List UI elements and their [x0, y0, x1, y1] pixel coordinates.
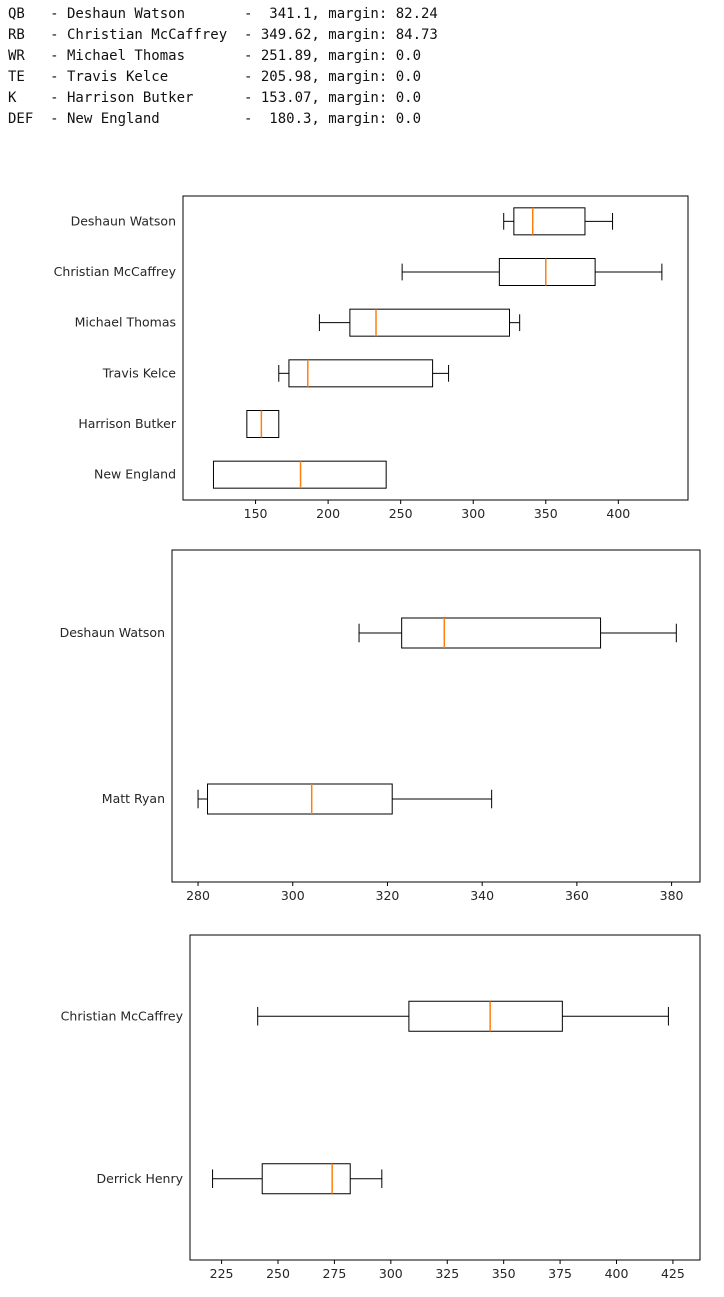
category-label: Deshaun Watson [71, 213, 176, 228]
x-tick-label: 275 [322, 1266, 346, 1281]
box [246, 410, 280, 438]
boxplot-starting-lineup: 150 200 250 300 350 400 Deshaun Watson Christia… [0, 178, 724, 530]
box [513, 207, 586, 236]
category-label: Michael Thomas [75, 315, 176, 330]
roster-summary-row: WR - Michael Thomas - 251.89, margin: 0.… [8, 48, 422, 64]
plot-frame [189, 934, 701, 1261]
x-tick-label: 350 [534, 506, 558, 521]
roster-summary-row: DEF - New England - 180.3, margin: 0.0 [8, 111, 422, 127]
x-tick-label: 375 [548, 1266, 572, 1281]
plot-frame [171, 549, 701, 883]
category-label: Christian McCaffrey [54, 264, 177, 279]
category-label: Christian McCaffrey [61, 1008, 184, 1023]
box [261, 1163, 351, 1195]
boxplot-svg: 150 200 250 300 350 400 Deshaun Watson Christia… [54, 195, 689, 521]
box [401, 617, 602, 649]
category-label: Derrick Henry [97, 1171, 184, 1186]
category-label: New England [94, 467, 176, 482]
box [408, 1000, 563, 1032]
category-label: Harrison Butker [78, 416, 177, 431]
category-label: Deshaun Watson [60, 625, 165, 640]
x-tick-label: 425 [661, 1266, 685, 1281]
roster-summary: QB - Deshaun Watson - 341.1, margin: 82.… [8, 4, 438, 130]
x-tick-label: 400 [606, 506, 630, 521]
box [207, 783, 393, 815]
x-tick-label: 400 [605, 1266, 629, 1281]
x-tick-label: 300 [461, 506, 485, 521]
x-tick-label: 300 [281, 888, 305, 903]
category-label: Travis Kelce [102, 365, 177, 380]
boxplot-deshaun-watson-vs-matt-ryan: 280 300 320 340 360 380 Deshaun Watson Matt Rya… [0, 540, 724, 908]
roster-summary-row: TE - Travis Kelce - 205.98, margin: 0.0 [8, 69, 422, 85]
x-tick-label: 325 [435, 1266, 459, 1281]
x-tick-label: 320 [376, 888, 400, 903]
x-tick-label: 340 [470, 888, 494, 903]
x-tick-label: 200 [316, 506, 340, 521]
box [288, 359, 434, 388]
x-tick-label: 360 [565, 888, 589, 903]
category-label: Matt Ryan [102, 791, 165, 806]
x-tick-label: 300 [379, 1266, 403, 1281]
x-tick-label: 380 [660, 888, 684, 903]
x-tick-label: 350 [492, 1266, 516, 1281]
x-tick-label: 250 [389, 506, 413, 521]
plot-frame [182, 195, 689, 501]
boxplot-svg: 280 300 320 340 360 380 Deshaun Watson Matt Rya… [60, 549, 701, 903]
boxplot-christian-mccaffrey-vs-derrick-henry: 225 250 275 300 325 350 375 400 425 Christian McC… [0, 922, 724, 1290]
box [498, 258, 596, 286]
roster-summary-row: QB - Deshaun Watson - 341.1, margin: 82.… [8, 6, 438, 22]
roster-summary-row: K - Harrison Butker - 153.07, margin: 0.… [8, 90, 422, 106]
box [349, 308, 511, 337]
x-tick-label: 150 [244, 506, 268, 521]
x-tick-label: 280 [186, 888, 210, 903]
x-tick-label: 225 [210, 1266, 234, 1281]
x-tick-label: 250 [266, 1266, 290, 1281]
roster-summary-row: RB - Christian McCaffrey - 349.62, margi… [8, 27, 438, 43]
boxplot-svg: 225 250 275 300 325 350 375 400 425 Christian McC… [61, 934, 701, 1281]
